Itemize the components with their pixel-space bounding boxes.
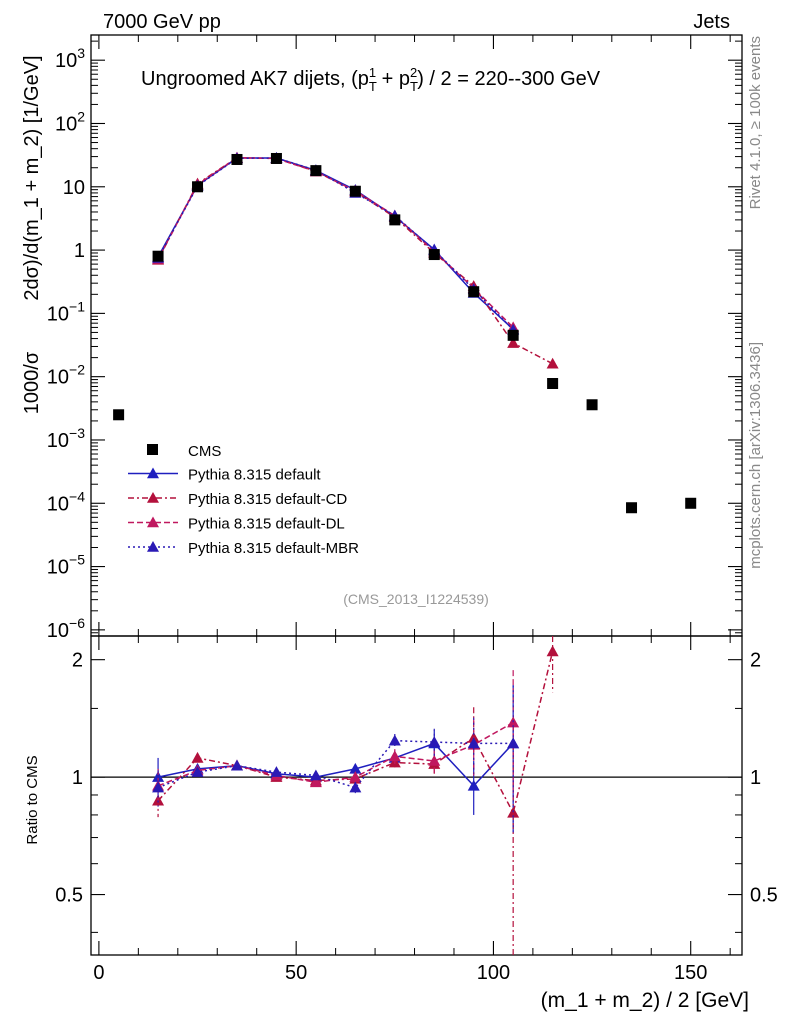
legend-marker-0 <box>147 467 159 479</box>
ratio-point <box>467 737 480 749</box>
header-right-label: Jets <box>693 11 730 33</box>
y-tick-label: 1 <box>74 240 85 262</box>
ratio-point <box>507 737 520 749</box>
y-axis-label-right: 2dσ)/d(m_1 + m_2) [1/GeV] <box>21 55 43 300</box>
y-tick-label: 10−3 <box>47 425 85 452</box>
title-sup1: 1 <box>369 65 376 80</box>
ratio-point <box>191 751 204 763</box>
ratio-tick-label-right: 0.5 <box>750 885 778 907</box>
axes-frames <box>90 34 743 956</box>
ratio-point <box>467 779 480 791</box>
reference-point <box>626 502 638 514</box>
legend-label-2: Pythia 8.315 default-DL <box>188 516 345 533</box>
title-sup2: 2 <box>410 65 417 80</box>
x-axis-label: (m_1 + m_2) / 2 [GeV] <box>541 989 749 1012</box>
reference-point <box>192 181 204 193</box>
reference-point <box>231 153 243 165</box>
y-tick-label: 102 <box>55 108 85 135</box>
series-layer <box>152 151 559 955</box>
ratio-tick-label-left: 0.5 <box>55 885 83 907</box>
ratio-line <box>157 651 554 815</box>
title-suffix: ) / 2 = 220--300 GeV <box>417 68 601 90</box>
reference-point <box>507 329 519 341</box>
title-sub2: T <box>410 79 418 94</box>
reference-point <box>468 286 480 298</box>
ratio-point <box>152 781 165 793</box>
ratio-tick-label-right: 1 <box>750 767 761 789</box>
ratio-point <box>349 771 362 782</box>
reference-point <box>586 399 598 411</box>
ratio-tick-label-left: 1 <box>72 767 83 789</box>
ratio-line <box>157 721 514 787</box>
y-axis-label-left: 1000/σ <box>21 351 43 414</box>
title-prefix: Ungroomed AK7 dijets, (p <box>141 68 369 90</box>
y-tick-label: 10−2 <box>47 362 85 389</box>
x-tick-label: 50 <box>285 962 307 984</box>
ratio-line <box>157 742 514 787</box>
title-plus: + p <box>376 68 410 90</box>
reference-point <box>152 250 164 262</box>
ratio-tick-label-right: 2 <box>750 650 761 672</box>
ratio-point <box>388 750 401 762</box>
ratio-point <box>309 776 322 788</box>
reference-layer <box>113 152 697 514</box>
legend-label-1: Pythia 8.315 default-CD <box>188 491 347 508</box>
ratio-tick-label-left: 2 <box>72 650 83 672</box>
series-line <box>157 156 553 365</box>
ratio-point <box>349 781 362 793</box>
y-tick-label: 10−6 <box>47 615 85 642</box>
chart-title: Ungroomed AK7 dijets, (pT1 + pT2) / 2 = … <box>141 65 601 94</box>
ratio-point <box>428 754 441 766</box>
legend-marker-1 <box>147 492 159 503</box>
y-tick-label: 10−4 <box>47 488 85 515</box>
reference-point <box>428 249 440 261</box>
ratio-point <box>349 762 362 774</box>
x-tick-label: 0 <box>93 962 104 984</box>
axis-ticks: 10−6 10−5 10−4 10−3 10−2 10−1 1 10 102 103 0 50 100 1… <box>47 35 778 984</box>
series-line <box>157 156 514 328</box>
ratio-point <box>428 736 441 747</box>
series-point <box>507 337 520 348</box>
ratio-point <box>388 734 401 746</box>
legend-marker-reference <box>147 444 158 455</box>
legend: CMS Pythia 8.315 default Pythia 8.315 defa… <box>128 443 359 557</box>
series-point <box>546 357 559 369</box>
ratio-point <box>270 766 283 777</box>
legend-marker-2 <box>147 516 159 528</box>
legend-label-0: Pythia 8.315 default <box>188 467 321 484</box>
rivet-version-label: Rivet 4.1.0, ≥ 100k events <box>747 36 764 209</box>
reference-point <box>113 409 125 421</box>
reference-point <box>389 214 401 226</box>
y-tick-label: 10−1 <box>47 298 85 325</box>
ratio-point <box>546 645 559 657</box>
series-line <box>157 157 514 330</box>
analysis-id: (CMS_2013_I1224539) <box>343 591 489 607</box>
legend-marker-3 <box>147 541 159 552</box>
reference-point <box>310 165 322 177</box>
reference-point <box>547 378 559 390</box>
title-sub1: T <box>369 79 377 94</box>
ratio-point <box>309 769 322 781</box>
header-left-label: 7000 GeV pp <box>103 11 221 33</box>
reference-point <box>685 497 697 509</box>
y-tick-label: 103 <box>55 45 85 72</box>
reference-point <box>349 185 361 197</box>
legend-label-reference: CMS <box>188 443 221 460</box>
legend-label-3: Pythia 8.315 default-MBR <box>188 540 359 557</box>
reference-point <box>270 152 282 164</box>
y-tick-label: 10−5 <box>47 552 85 579</box>
ratio-plot-frame <box>90 635 743 956</box>
series-line <box>157 157 514 331</box>
y-tick-label: 10 <box>63 177 85 199</box>
mcplots-label: mcplots.cern.ch [arXiv:1306.3436] <box>747 342 764 569</box>
ratio-point <box>191 766 204 777</box>
ratio-point <box>230 759 243 771</box>
x-tick-label: 150 <box>674 962 707 984</box>
x-tick-label: 100 <box>477 962 510 984</box>
ratio-y-label: Ratio to CMS <box>24 755 41 844</box>
